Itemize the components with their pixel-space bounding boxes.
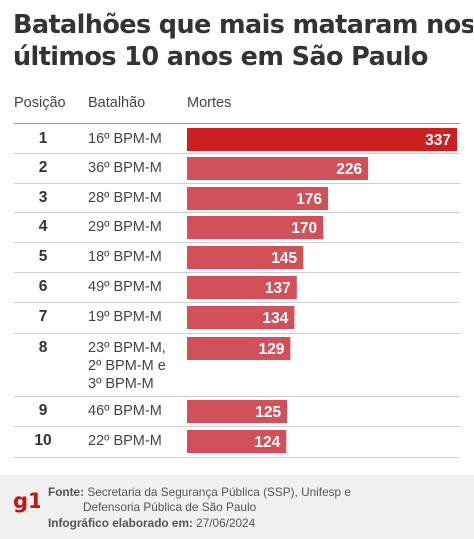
bar-value-label: 226: [336, 161, 362, 178]
bar-value-label: 170: [291, 220, 317, 237]
bar: [187, 216, 324, 239]
source-note: Fonte: Secretaria da Segurança Pública (…: [48, 485, 368, 514]
battalion-name: 18º BPM-M: [88, 248, 184, 266]
table-row: 9 46º BPM-M: [0, 396, 474, 427]
position-number: 8: [38, 339, 48, 356]
position-number: 9: [38, 402, 48, 419]
row-divider: [14, 333, 460, 334]
battalion-name: 23º BPM-M, 2º BPM-M e 3º BPM-M: [88, 339, 184, 393]
position-number: 5: [38, 248, 48, 265]
position-number: 2: [38, 159, 48, 176]
source-text-line2: Defensoria Pública de São Paulo: [83, 499, 257, 514]
battalion-name: 46º BPM-M: [88, 402, 184, 420]
g1-logo-text: g1: [13, 489, 40, 513]
source-label: Fonte:: [48, 485, 85, 499]
bar-chart: 337 226 176 170 145 137 134 129 125 124: [187, 128, 457, 453]
battalion-name: 29º BPM-M: [88, 218, 184, 236]
battalion-name-line: 23º BPM-M,: [88, 340, 166, 356]
bar-value-label: 124: [254, 434, 280, 451]
bar-value-label: 134: [263, 310, 289, 327]
position-number: 3: [38, 189, 48, 206]
header-deaths: Mortes: [187, 95, 232, 111]
footer: g1 Fonte: Secretaria da Segurança Públic…: [0, 475, 474, 539]
battalion-name: 36º BPM-M: [88, 159, 184, 177]
header-battalion: Batalhão: [88, 95, 146, 111]
battalion-name-line: 3º BPM-M: [88, 376, 154, 392]
row-divider: [14, 426, 460, 427]
bar: [187, 187, 328, 210]
title-line-1: Batalhões que mais mataram nos: [13, 10, 473, 40]
row-divider: [14, 272, 460, 273]
bar: [187, 246, 304, 269]
bar: [187, 337, 291, 360]
battalion-name: 49º BPM-M: [88, 278, 184, 296]
battalion-name-line: 49º BPM-M: [88, 279, 162, 295]
position-number: 1: [38, 130, 48, 147]
row-divider: [14, 212, 460, 213]
bar: [187, 276, 297, 299]
row-divider: [14, 183, 460, 184]
row-divider: [14, 396, 460, 397]
bar-value-label: 176: [296, 191, 322, 208]
battalion-name-line: 36º BPM-M: [88, 160, 162, 176]
chart-title: Batalhões que mais mataram nos últimos 1…: [13, 9, 473, 73]
table-row: 4 29º BPM-M: [0, 212, 474, 243]
table-row: 7 19º BPM-M: [0, 302, 474, 334]
battalion-name: 28º BPM-M: [88, 189, 184, 207]
position-number: 10: [34, 432, 52, 449]
position-number: 6: [38, 278, 48, 295]
battalion-name-line: 29º BPM-M: [88, 219, 162, 235]
header-divider: [14, 123, 460, 124]
bar: [187, 430, 287, 453]
battalion-name-line: 16º BPM-M: [88, 131, 162, 147]
source-text-line1: Secretaria da Segurança Pública (SSP), U…: [87, 485, 351, 499]
battalion-name-line: 19º BPM-M: [88, 309, 162, 325]
battalion-name-line: 18º BPM-M: [88, 249, 162, 265]
table-row: 10 22º BPM-M: [0, 426, 474, 458]
table-row: 8 23º BPM-M, 2º BPM-M e 3º BPM-M: [0, 333, 474, 397]
battalion-name-line: 28º BPM-M: [88, 190, 162, 206]
table-row: 2 36º BPM-M: [0, 153, 474, 184]
bar-value-label: 145: [271, 250, 297, 267]
battalion-name: 19º BPM-M: [88, 308, 184, 326]
bar-value-label: 129: [259, 341, 285, 358]
bar-value-label: 337: [425, 132, 451, 149]
g1-logo: g1: [13, 489, 40, 513]
table-row: 5 18º BPM-M: [0, 242, 474, 273]
table-row: 6 49º BPM-M: [0, 272, 474, 303]
battalion-name: 16º BPM-M: [88, 130, 184, 148]
table-row: 3 28º BPM-M: [0, 183, 474, 213]
bar: [187, 306, 295, 329]
position-number: 7: [38, 308, 48, 325]
credit-label: Infográfico elaborado em:: [48, 516, 193, 530]
row-divider: [14, 242, 460, 243]
row-divider: [14, 153, 460, 154]
bar: [187, 400, 288, 423]
bar-value-label: 137: [265, 280, 291, 297]
battalion-name-line: 2º BPM-M e: [88, 358, 166, 374]
battalion-name-line: 46º BPM-M: [88, 403, 162, 419]
row-divider: [14, 457, 460, 458]
title-line-2: últimos 10 anos em São Paulo: [13, 42, 428, 72]
bar-value-label: 125: [255, 404, 281, 421]
bar: [187, 157, 369, 180]
position-number: 4: [38, 218, 48, 235]
table-row: 1 16º BPM-M: [0, 124, 474, 154]
credit-date: 27/06/2024: [196, 516, 256, 530]
battalion-name-line: 22º BPM-M: [88, 433, 162, 449]
row-divider: [14, 302, 460, 303]
header-position: Posição: [14, 95, 66, 111]
credit-note: Infográfico elaborado em: 27/06/2024: [48, 516, 255, 530]
battalion-name: 22º BPM-M: [88, 432, 184, 450]
bar: [187, 128, 457, 151]
